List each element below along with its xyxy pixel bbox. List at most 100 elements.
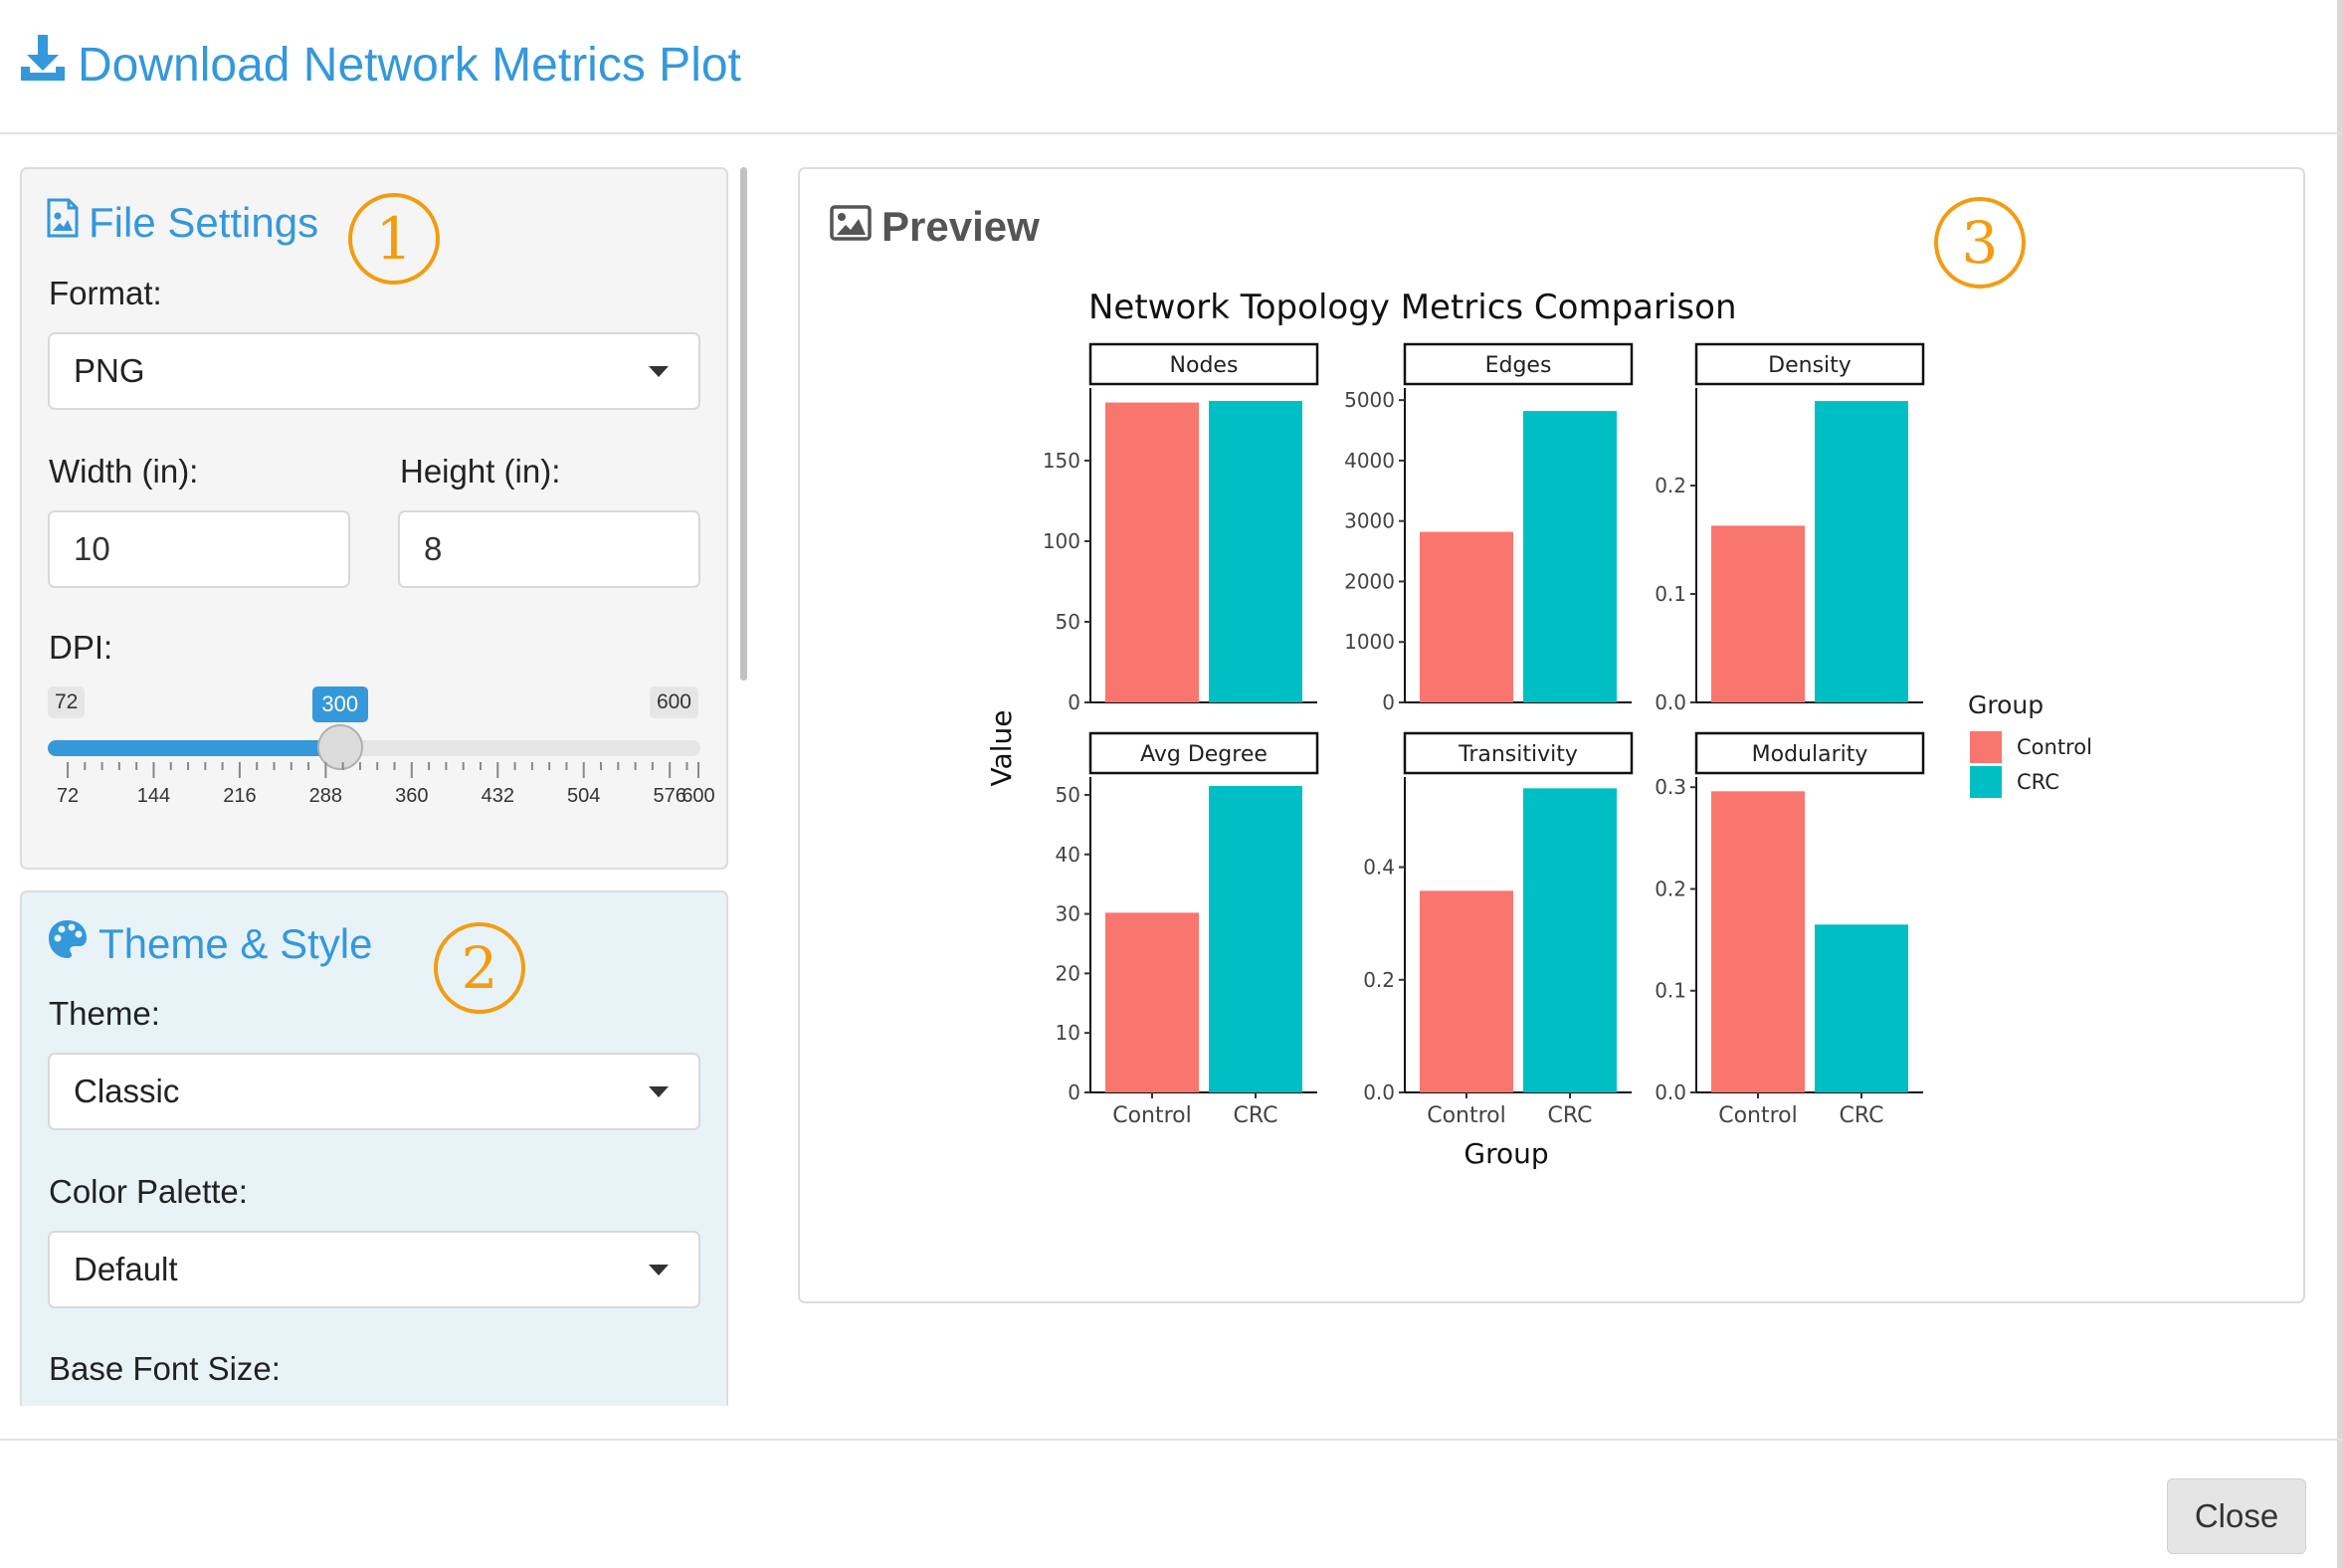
format-label: Format: [49,275,162,311]
facet-strip [1403,342,1634,386]
y-tick-label: 150 [1043,449,1080,473]
image-icon [830,203,881,251]
facet-avg-degree: Avg Degree 0 10 20 30 40 50 Control CRC [1056,731,1319,1128]
y-tick-label: 0.0 [1655,690,1686,714]
close-button[interactable]: Close [2167,1478,2306,1554]
y-tick-label: 3000 [1344,509,1395,533]
facet-density: Density 0.0 0.1 0.2 [1655,342,1925,714]
facet-strip [1088,731,1319,775]
format-select-value: PNG [74,352,145,389]
height-label: Height (in): [400,453,561,490]
y-tick-label: 100 [1043,529,1080,553]
bar-control [1711,525,1805,702]
bar-crc [1523,788,1617,1092]
y-tick-label: 0.0 [1363,1080,1395,1104]
y-tick-label: 0.3 [1655,775,1686,799]
theme-select-value: Classic [74,1073,180,1109]
x-axis-label: Group [1464,1137,1548,1170]
file-settings-panel: File Settings 1 Format: PNG Width (in): … [20,167,728,870]
x-tick-label: CRC [1234,1103,1278,1128]
modal-title: Download Network Metrics Plot [18,30,741,99]
annotation-badge-2: 2 [434,922,525,1014]
bar-control [1105,912,1199,1092]
window-edge [2337,0,2343,1568]
y-tick-label: 2000 [1344,569,1395,593]
x-tick-label: Control [1112,1103,1192,1128]
facet-strip [1088,342,1319,386]
palette-icon [47,918,98,970]
y-tick-label: 50 [1056,783,1080,807]
y-tick-label: 0.1 [1655,979,1686,1003]
facet-strip-label: Avg Degree [1140,742,1268,767]
y-tick-label: 0 [1382,690,1395,714]
dpi-grid-label: 600 [682,785,714,807]
x-tick-label: Control [1427,1103,1506,1128]
annotation-badge-3: 3 [1934,197,2026,289]
x-tick-label: CRC [1840,1103,1884,1128]
y-tick-label: 0.4 [1363,856,1395,880]
file-image-icon [47,198,89,248]
facet-strip-label: Edges [1485,353,1552,378]
y-tick-label: 0.0 [1655,1080,1686,1104]
file-settings-title: File Settings [47,193,318,253]
facet-strip [1694,731,1925,775]
width-input[interactable]: 10 [48,510,350,588]
width-input-value: 10 [74,530,110,567]
facet-transitivity: Transitivity 0.0 0.2 0.4 Control CRC [1363,731,1634,1128]
format-select[interactable]: PNG [48,332,700,410]
bar-control [1420,890,1513,1092]
x-tick-label: Control [1718,1103,1798,1128]
palette-label: Color Palette: [49,1173,248,1210]
legend-label: Control [2017,735,2092,759]
legend-key [1970,766,2002,798]
download-icon [18,33,78,97]
chevron-down-icon [649,366,669,377]
y-tick-label: 0.2 [1363,968,1395,992]
settings-scrollbar[interactable] [740,167,747,681]
chevron-down-icon [649,1265,669,1275]
modal-title-text: Download Network Metrics Plot [78,38,741,92]
y-tick-label: 30 [1056,902,1080,926]
facet-strip [1403,731,1634,775]
legend-title: Group [1968,690,2044,719]
dpi-grid-label: 216 [223,785,256,807]
legend-label: CRC [2017,770,2059,794]
facet-modularity: Modularity 0.0 0.1 0.2 0.3 Control CRC [1655,731,1925,1128]
palette-select-value: Default [74,1251,178,1287]
bar-crc [1815,924,1908,1092]
dpi-label: DPI: [49,629,113,666]
bar-crc [1209,400,1302,702]
dpi-grid-label: 504 [567,785,600,807]
theme-style-panel: Theme & Style 2 Theme: Classic Color Pal… [20,890,728,1406]
y-tick-label: 0.2 [1655,474,1686,497]
facet-strip [1694,342,1925,386]
settings-column[interactable]: File Settings 1 Format: PNG Width (in): … [20,167,728,1406]
theme-select[interactable]: Classic [48,1053,700,1130]
theme-style-title: Theme & Style [47,914,372,974]
facet-edges: Edges 0 1000 2000 3000 4000 5000 [1344,342,1634,714]
legend-key [1970,731,2002,763]
font-size-label: Base Font Size: [49,1350,281,1387]
y-tick-label: 0 [1068,690,1080,714]
chart-title: Network Topology Metrics Comparison [1088,288,1737,327]
facet-strip-label: Transitivity [1458,742,1578,767]
theme-label: Theme: [49,995,160,1032]
height-input[interactable]: 8 [398,510,700,588]
bar-crc [1815,401,1908,702]
dpi-max-label: 600 [649,686,698,718]
y-axis-label: Value [985,710,1018,787]
modal-footer: Close [0,1439,2343,1568]
dpi-grid-label: 432 [482,785,514,807]
theme-style-title-text: Theme & Style [98,920,373,967]
bar-crc [1523,411,1617,702]
preview-title-text: Preview [881,203,1040,250]
palette-select[interactable]: Default [48,1231,700,1308]
y-tick-label: 10 [1056,1021,1080,1045]
facet-strip-label: Modularity [1752,742,1868,767]
dpi-min-label: 72 [48,686,86,718]
y-tick-label: 50 [1056,610,1080,634]
bar-crc [1209,785,1302,1092]
bar-control [1711,791,1805,1092]
dpi-grid-label: 72 [57,785,79,807]
